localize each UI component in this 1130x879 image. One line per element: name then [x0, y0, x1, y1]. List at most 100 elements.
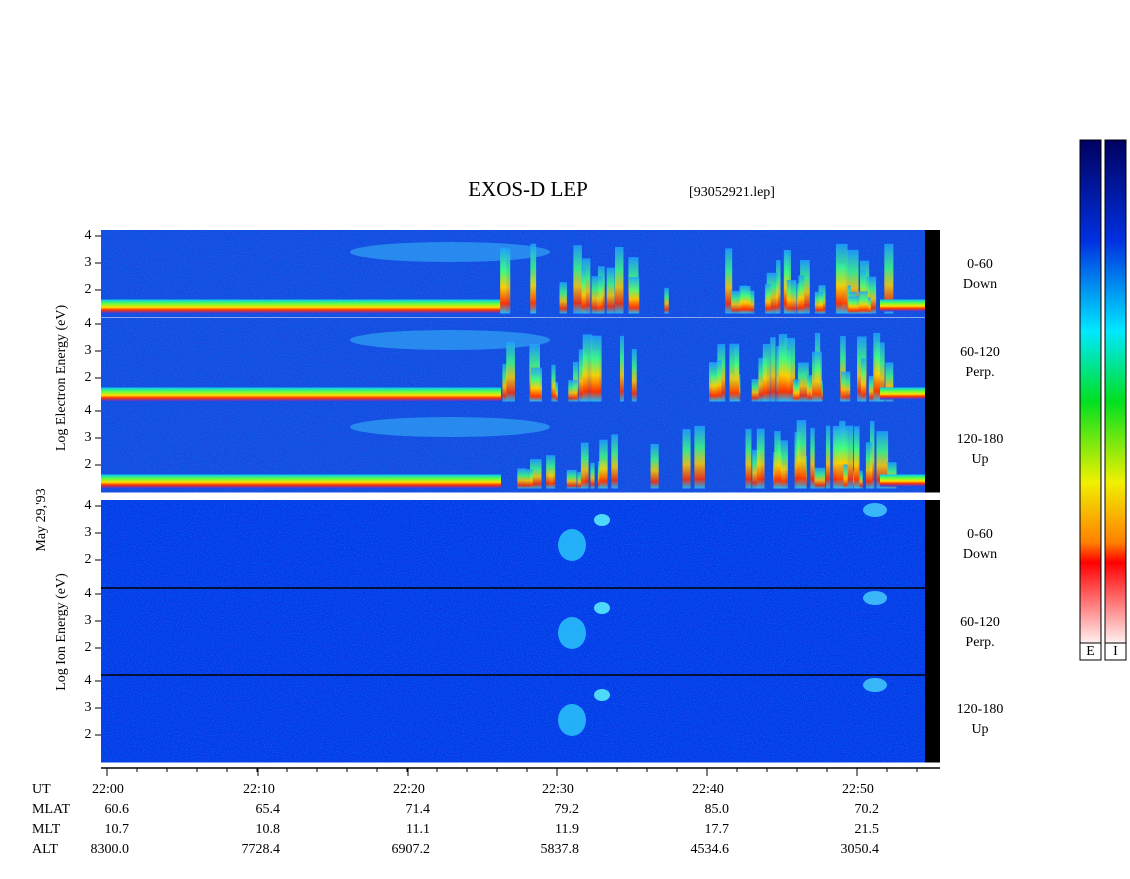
low-energy-band [101, 474, 501, 489]
row-label: MLAT [32, 802, 71, 817]
angle-label: 60-120 [960, 345, 1000, 360]
burst [840, 371, 851, 402]
burst [810, 427, 815, 489]
burst [786, 280, 797, 314]
burst [591, 335, 602, 402]
ion-blob [558, 529, 586, 561]
burst [502, 363, 508, 402]
black-strip [925, 230, 940, 493]
burst [800, 259, 810, 314]
energy-tick-label: 3 [85, 430, 92, 445]
file-name: [93052921.lep] [689, 185, 775, 200]
burst [568, 380, 578, 402]
time-label: 22:50 [842, 782, 874, 797]
burst [843, 425, 854, 489]
energy-tick-label: 4 [85, 586, 92, 601]
energy-tick-label: 3 [85, 613, 92, 628]
band-right [880, 299, 925, 312]
low-energy-band [101, 299, 501, 314]
orbit-value: 17.7 [705, 822, 730, 837]
low-energy-band [101, 387, 501, 402]
burst [778, 333, 788, 402]
ion-blob [863, 678, 887, 692]
energy-tick-label: 3 [85, 700, 92, 715]
angle-label: 120-180 [957, 432, 1004, 447]
burst [506, 341, 515, 402]
energy-tick-label: 4 [85, 498, 92, 513]
burst [740, 285, 751, 314]
burst [825, 425, 831, 489]
angle-label: 0-60 [967, 527, 993, 542]
speckle [101, 500, 925, 588]
burst [774, 431, 781, 489]
burst [551, 364, 556, 402]
orbit-value: 21.5 [855, 822, 880, 837]
time-label: 22:10 [243, 782, 275, 797]
ion-blob [558, 704, 586, 736]
burst [792, 379, 800, 402]
date-label: May 29,'93 [34, 488, 49, 551]
burst [628, 276, 640, 314]
burst [751, 379, 760, 402]
energy-tick-label: 4 [85, 673, 92, 688]
burst [806, 375, 813, 402]
burst [708, 362, 718, 402]
time-label: 22:30 [542, 782, 574, 797]
direction-label: Down [963, 547, 997, 562]
burst [758, 357, 767, 402]
orbit-value: 6907.2 [392, 842, 431, 857]
orbit-value: 65.4 [256, 802, 281, 817]
orbit-value: 7728.4 [242, 842, 281, 857]
ion-blob [594, 602, 610, 614]
angle-label: 120-180 [957, 702, 1004, 717]
colorbar [1104, 139, 1127, 644]
burst [716, 360, 722, 402]
electron-axis-label: Log Electron Energy (eV) [54, 305, 69, 452]
speckle [101, 588, 925, 676]
speckle [101, 675, 925, 763]
orbit-value: 60.6 [105, 802, 130, 817]
burst [591, 276, 603, 314]
burst [559, 282, 567, 314]
burst [813, 467, 826, 489]
burst [762, 343, 770, 402]
energy-tick-label: 3 [85, 343, 92, 358]
orbit-value: 10.8 [256, 822, 281, 837]
burst [599, 439, 608, 489]
burst [756, 428, 765, 489]
energy-tick-label: 2 [85, 640, 92, 655]
direction-label: Down [963, 277, 997, 292]
burst [848, 296, 860, 314]
burst [517, 468, 527, 489]
orbit-value: 11.9 [555, 822, 579, 837]
burst [884, 243, 894, 314]
haze [350, 417, 550, 437]
burst [664, 287, 669, 314]
labels: 4 3 2 0-60 Down 4 3 2 60-120 Perp. 4 3 2 120-180 Up 4 3 2… [32, 228, 1003, 857]
burst [530, 243, 537, 314]
ion-axis-label: Log Ion Energy (eV) [54, 573, 69, 691]
ion-blob [863, 591, 887, 605]
row-label: ALT [32, 842, 58, 857]
burst [582, 258, 591, 314]
burst [573, 245, 582, 314]
burst [797, 362, 809, 402]
burst [752, 449, 761, 489]
burst [582, 334, 593, 402]
ion-blob [594, 514, 610, 526]
haze [350, 242, 550, 262]
direction-label: Perp. [965, 365, 994, 380]
colorbar-key-box [1079, 642, 1102, 661]
spectrograms [101, 230, 940, 763]
energy-tick-label: 2 [85, 282, 92, 297]
burst [731, 290, 743, 314]
burst [501, 248, 511, 314]
angle-label: 60-120 [960, 615, 1000, 630]
burst [530, 367, 542, 402]
burst [784, 337, 796, 402]
burst [835, 243, 848, 314]
burst [694, 425, 705, 489]
burst [876, 431, 889, 489]
direction-label: Perp. [965, 635, 994, 650]
